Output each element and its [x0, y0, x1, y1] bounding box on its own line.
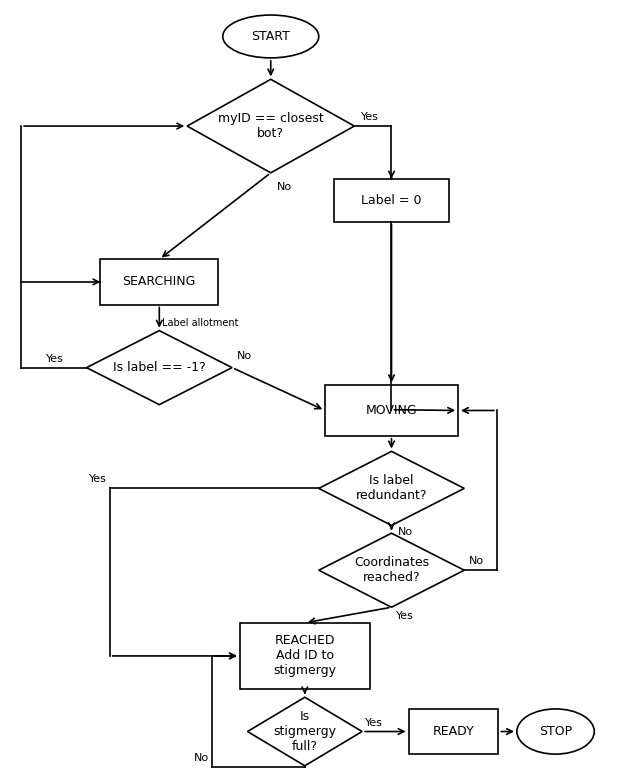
Text: Coordinates
reached?: Coordinates reached? [354, 556, 429, 584]
Bar [240, 622, 370, 689]
Text: Yes: Yes [46, 353, 64, 364]
Text: Is label == -1?: Is label == -1? [113, 361, 206, 374]
Text: READY: READY [432, 725, 475, 738]
Text: Label allotment: Label allotment [162, 317, 239, 328]
Bar [101, 260, 218, 304]
Text: Yes: Yes [396, 612, 414, 621]
Text: Yes: Yes [361, 112, 378, 122]
Text: No: No [193, 753, 209, 762]
Bar [409, 709, 498, 754]
Text: Is
stigmergy
full?: Is stigmergy full? [273, 710, 337, 753]
Text: No: No [277, 182, 292, 192]
Text: No: No [469, 555, 485, 565]
Text: No: No [237, 351, 252, 361]
Text: myID == closest
bot?: myID == closest bot? [218, 112, 323, 140]
Text: Is label
redundant?: Is label redundant? [356, 475, 427, 502]
Text: MOVING: MOVING [366, 404, 417, 417]
Text: No: No [397, 527, 413, 537]
Bar [325, 386, 458, 436]
Text: REACHED
Add ID to
stigmergy: REACHED Add ID to stigmergy [273, 634, 337, 677]
Text: Label = 0: Label = 0 [361, 194, 422, 206]
Text: Yes: Yes [365, 718, 383, 727]
Text: START: START [251, 30, 290, 43]
Text: Yes: Yes [89, 474, 106, 484]
Text: STOP: STOP [539, 725, 572, 738]
Bar [334, 178, 449, 221]
Text: SEARCHING: SEARCHING [123, 275, 196, 289]
